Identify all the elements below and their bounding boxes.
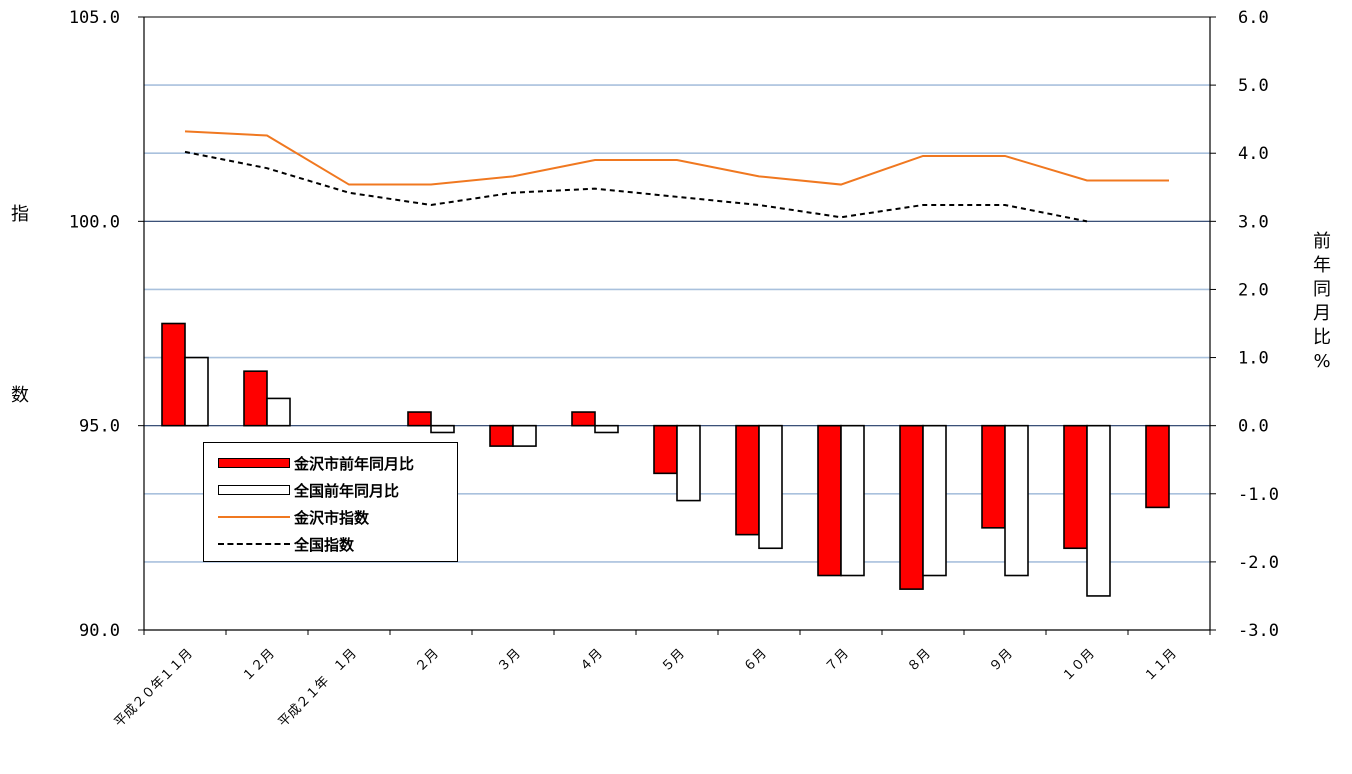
- bar-kanazawa-yoy-8: [735, 424, 760, 536]
- right-axis-ticks: -3.0 -2.0 -1.0 0.0 1.0 2.0 3.0 4.0 5.0 6.0: [1210, 8, 1279, 641]
- bar-kanazawa-yoy-6: [571, 411, 596, 427]
- bar-national-yoy-4: [430, 424, 455, 434]
- bar-kanazawa-yoy-13: [1145, 424, 1170, 509]
- bar-national-yoy-1: [184, 356, 209, 427]
- bar-national-yoy-11: [1004, 424, 1029, 577]
- bar-kanazawa-yoy-11: [981, 424, 1006, 529]
- category-label-5: ３月: [495, 646, 524, 675]
- legend-label-kanazawa-yoy: 金沢市前年同月比: [294, 454, 415, 473]
- category-label-3: 平成２１年 １月: [276, 646, 360, 730]
- legend-item-national-yoy: 全国前年同月比: [218, 480, 399, 500]
- legend: 金沢市前年同月比 全国前年同月比 金沢市指数 全国指数: [203, 442, 458, 562]
- right-tick-label: 0.0: [1238, 417, 1269, 437]
- bar-national-yoy-8: [758, 424, 783, 550]
- left-tick-label: 95.0: [79, 417, 120, 437]
- bar-kanazawa-yoy-10: [899, 424, 924, 590]
- bar-kanazawa-yoy-7: [653, 424, 678, 475]
- bar-national-yoy-12: [1086, 424, 1111, 597]
- right-axis-label-char-6: %: [1313, 351, 1331, 372]
- lines: [184, 130, 1169, 223]
- legend-item-kanazawa-yoy: 金沢市前年同月比: [218, 453, 414, 473]
- legend-label-kanazawa-index: 金沢市指数: [294, 508, 370, 527]
- left-tick-label: 100.0: [69, 212, 120, 232]
- right-tick-label: 4.0: [1238, 144, 1269, 164]
- bar-kanazawa-yoy-2: [243, 370, 268, 427]
- right-axis-label: 前年同月比%: [1311, 230, 1333, 374]
- bar-kanazawa-yoy-4: [407, 411, 432, 427]
- category-label-13: １１月: [1142, 646, 1180, 684]
- category-label-10: ８月: [905, 646, 934, 675]
- right-tick-label: 3.0: [1238, 212, 1269, 232]
- category-label-4: ２月: [413, 646, 442, 675]
- right-axis-label-char-2: 年: [1313, 255, 1331, 276]
- category-label-7: ５月: [659, 646, 688, 675]
- right-axis-label-char-1: 前: [1313, 231, 1331, 252]
- category-label-6: ４月: [577, 646, 606, 675]
- category-label-8: ６月: [741, 646, 770, 675]
- category-label-1: 平成２０年１１月: [112, 646, 196, 730]
- left-axis-label-char-1: 指: [11, 204, 29, 225]
- right-tick-label: 5.0: [1238, 76, 1269, 96]
- bar-national-yoy-7: [676, 424, 701, 502]
- right-axis-label-char-3: 同: [1313, 279, 1331, 300]
- bar-kanazawa-yoy-1: [161, 322, 186, 427]
- legend-label-national-yoy: 全国前年同月比: [294, 481, 400, 500]
- bar-national-yoy-9: [840, 424, 865, 577]
- right-tick-label: 6.0: [1238, 8, 1269, 28]
- bar-national-yoy-2: [266, 397, 291, 427]
- right-axis-label-char-5: 比: [1313, 327, 1331, 348]
- category-label-11: ９月: [987, 646, 1016, 675]
- legend-item-national-index: 全国指数: [218, 534, 354, 554]
- category-label-12: １０月: [1060, 646, 1098, 684]
- left-axis-label: 指 数: [10, 200, 30, 407]
- axes: [143, 16, 1211, 635]
- bar-kanazawa-yoy-9: [817, 424, 842, 577]
- bars: [161, 322, 1170, 597]
- category-label-2: １２月: [240, 646, 278, 684]
- left-axis-label-char-2: 数: [11, 385, 29, 406]
- legend-item-kanazawa-index: 金沢市指数: [218, 507, 369, 527]
- category-label-9: ７月: [823, 646, 852, 675]
- right-tick-label: -1.0: [1238, 485, 1279, 505]
- bar-national-yoy-6: [594, 424, 619, 434]
- line-kanazawa-index: [184, 130, 1169, 186]
- bar-kanazawa-yoy-12: [1063, 424, 1088, 550]
- right-axis-label-char-4: 月: [1313, 303, 1331, 324]
- line-national-index: [184, 150, 1088, 223]
- left-tick-label: 90.0: [79, 621, 120, 641]
- bar-kanazawa-yoy-5: [489, 424, 514, 447]
- right-tick-label: -3.0: [1238, 621, 1279, 641]
- left-axis-ticks: 90.0 95.0 100.0 105.0: [69, 8, 144, 641]
- right-tick-label: 2.0: [1238, 280, 1269, 300]
- right-tick-label: -2.0: [1238, 553, 1279, 573]
- legend-label-national-index: 全国指数: [294, 535, 355, 554]
- bar-national-yoy-5: [512, 424, 537, 447]
- right-tick-label: 1.0: [1238, 349, 1269, 369]
- left-tick-label: 105.0: [69, 8, 120, 28]
- bar-national-yoy-10: [922, 424, 947, 577]
